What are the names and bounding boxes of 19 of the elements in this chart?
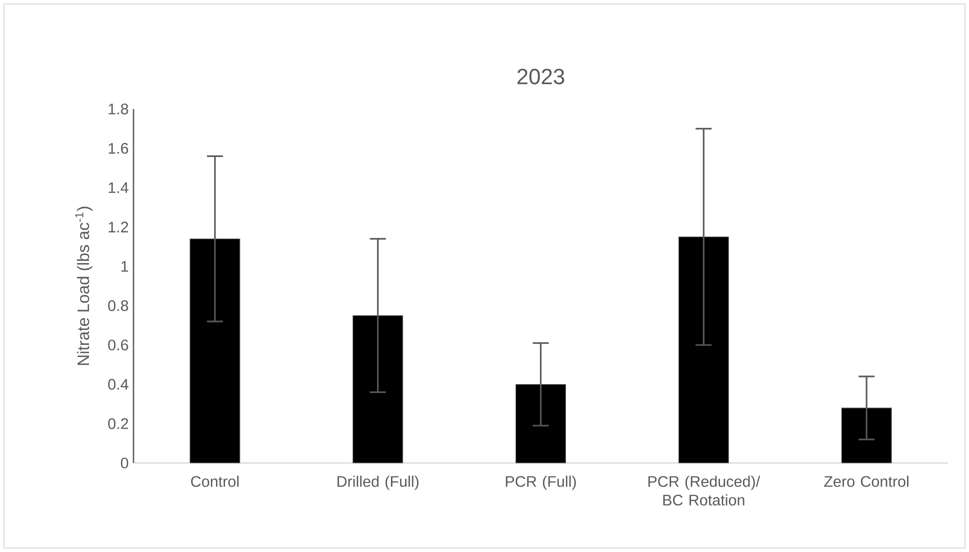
y-tick-label: 0.2 xyxy=(108,418,128,430)
y-axis-title: Nitrate Load (lbs ac$^{-1}$) xyxy=(75,206,92,365)
x-tick-label: PCR (Full) xyxy=(506,476,576,490)
y-tick-label: 1.6 xyxy=(108,142,128,154)
x-tick-label: PCR (Reduced)/ BC Rotation xyxy=(648,476,760,506)
x-tick-label: Drilled (Full) xyxy=(338,476,418,490)
y-tick-label: 1.8 xyxy=(108,104,128,114)
y-tick-label: 1 xyxy=(121,261,128,272)
y-tick-label: 1.4 xyxy=(108,182,128,193)
y-tick-label: 0.8 xyxy=(108,300,128,312)
x-tick-label: Zero Control xyxy=(824,476,908,487)
y-tick-label: 0 xyxy=(120,458,128,468)
bar xyxy=(678,236,729,464)
y-tick-label: 1.2 xyxy=(108,222,128,232)
y-tick-label: 0.6 xyxy=(108,340,128,350)
y-tick-label: 0.4 xyxy=(108,378,128,390)
bar xyxy=(190,238,240,464)
chart-title: 2023 xyxy=(517,68,564,84)
x-tick-label: Control xyxy=(191,476,239,487)
